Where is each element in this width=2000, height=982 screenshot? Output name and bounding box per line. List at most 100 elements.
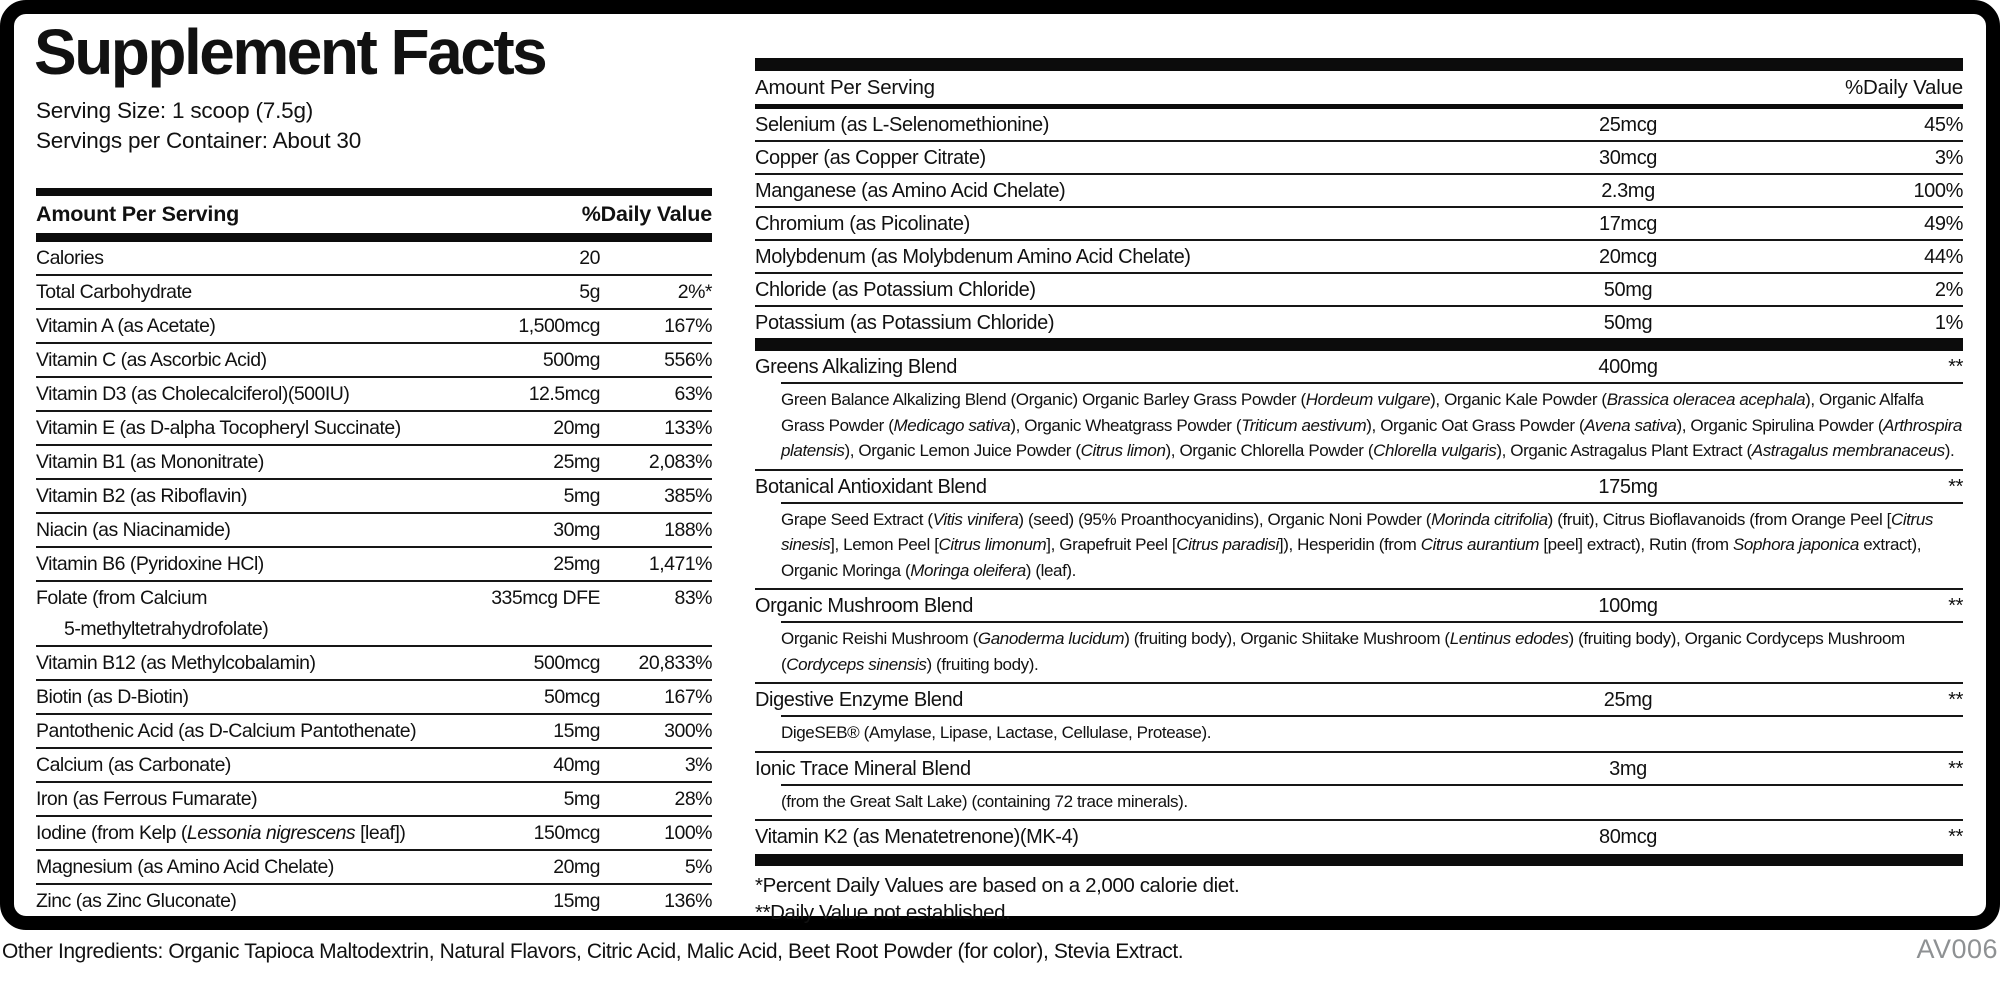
nutrient-amount: 50mg <box>1603 312 1653 334</box>
nutrient-row: Iodine (from Kelp (Lessonia nigrescens [… <box>36 817 713 851</box>
blend-dv: ** <box>1948 826 1963 848</box>
blend-name: Ionic Trace Mineral Blend <box>755 757 971 780</box>
nutrient-row: Potassium (as Potassium Chloride) 50mg 1% <box>755 307 1963 338</box>
blend-description: Green Balance Alkalizing Blend (Organic)… <box>781 390 1962 460</box>
blend-row: Digestive Enzyme Blend 25mg ** <box>755 684 1963 715</box>
nutrient-row: Magnesium (as Amino Acid Chelate) 20mg 5% <box>36 851 713 885</box>
footnote: *Percent Daily Values are based on a 2,0… <box>755 874 1240 897</box>
blend-amount: 400mg <box>1598 356 1658 378</box>
blend-row: Greens Alkalizing Blend 400mg ** <box>755 351 1963 382</box>
blend-name: Greens Alkalizing Blend <box>755 356 958 378</box>
nutrient-amount: 150mcg <box>533 822 601 844</box>
nutrient-amount: 17mcg <box>1598 213 1658 235</box>
nutrient-dv: 49% <box>1924 213 1963 235</box>
nutrient-name: Iron (as Ferrous Fumarate) <box>36 788 258 810</box>
daily-value-header: %Daily Value <box>581 202 712 226</box>
nutrient-row: Chloride (as Potassium Chloride) 50mg 2% <box>755 274 1963 307</box>
blend-amount: 25mg <box>1603 689 1653 711</box>
blend-section: Digestive Enzyme Blend 25mg ** DigeSEB® (Am… <box>755 682 1963 751</box>
footnote: **Daily Value not established. <box>755 901 1011 924</box>
nutrient-row: Selenium (as L-Selenomethionine) 25mcg 45% <box>755 109 1963 142</box>
divider-thick <box>36 188 712 196</box>
nutrient-row: Vitamin A (as Acetate) 1,500mcg 167% <box>36 310 713 344</box>
nutrient-row: Vitamin B2 (as Riboflavin) 5mg 385% <box>36 480 713 514</box>
blend-section: Greens Alkalizing Blend 400mg ** Green Bala… <box>755 351 1963 469</box>
nutrient-name: Chromium (as Picolinate) <box>755 213 970 235</box>
blend-dv: ** <box>1948 757 1963 780</box>
nutrient-row: Zinc (as Zinc Gluconate) 15mg 136% <box>36 885 713 917</box>
nutrient-amount: 2.3mg <box>1601 180 1655 202</box>
blend-amount: 3mg <box>1609 757 1647 780</box>
left-column: Supplement Facts Serving Size: 1 scoop (… <box>34 14 713 917</box>
blend-table: Greens Alkalizing Blend 400mg ** Green Bala… <box>755 351 1963 852</box>
left-table-header: Amount Per Serving %Daily Value <box>36 196 712 233</box>
nutrient-name: Calories <box>36 247 104 269</box>
nutrient-amount: 25mcg <box>1598 114 1658 136</box>
nutrient-amount: 25mg <box>553 451 600 473</box>
divider-thick <box>36 233 712 242</box>
nutrient-amount: 30mcg <box>1598 147 1658 169</box>
amount-per-serving-header: Amount Per Serving <box>755 75 935 99</box>
other-ingredients: Other Ingredients: Organic Tapioca Malto… <box>2 940 1184 963</box>
blend-description: (from the Great Salt Lake) (containing 7… <box>781 791 1188 811</box>
nutrient-dv: 2% <box>1934 279 1964 301</box>
nutrient-name: Pantothenic Acid (as D-Calcium Pantothen… <box>36 720 417 742</box>
blend-name: Vitamin K2 (as Menatetrenone)(MK-4) <box>755 826 1079 848</box>
nutrient-amount: 50mcg <box>543 686 601 708</box>
divider-thin <box>781 783 1963 786</box>
blend-amount: 175mg <box>1598 475 1658 498</box>
right-table-header: Amount Per Serving %Daily Value <box>755 71 1963 104</box>
nutrient-row: Manganese (as Amino Acid Chelate) 2.3mg 10… <box>755 175 1963 208</box>
blend-section: Ionic Trace Mineral Blend 3mg ** (from the … <box>755 750 1963 820</box>
nutrient-amount: 20mg <box>553 417 600 439</box>
nutrient-row: Folate (from Calcium 5-methyltetrahydrofo… <box>36 582 713 647</box>
nutrient-row: Calcium (as Carbonate) 40mg 3% <box>36 749 713 783</box>
blend-name: Organic Mushroom Blend <box>755 595 973 617</box>
nutrient-amount: 500mcg <box>533 652 601 674</box>
nutrient-amount: 5mg <box>563 485 601 507</box>
nutrient-dv: 28% <box>674 788 712 810</box>
nutrient-amount: 30mg <box>553 519 600 541</box>
nutrient-row: Iron (as Ferrous Fumarate) 5mg 28% <box>36 783 713 817</box>
page-title: Supplement Facts <box>34 16 548 88</box>
nutrient-row: Molybdenum (as Molybdenum Amino Acid Che… <box>755 241 1963 274</box>
nutrient-dv: 385% <box>664 485 712 507</box>
nutrient-row: Vitamin B1 (as Mononitrate) 25mg 2,083% <box>36 446 713 480</box>
nutrient-amount: 50mg <box>1603 279 1653 301</box>
nutrient-dv: 45% <box>1924 114 1963 136</box>
nutrient-dv: 83% <box>674 587 712 609</box>
nutrient-dv: 63% <box>674 383 712 405</box>
servings-per-container: Servings per Container: About 30 <box>36 128 362 153</box>
nutrient-dv: 167% <box>664 315 712 337</box>
blend-name: Digestive Enzyme Blend <box>755 689 963 711</box>
blend-description: Grape Seed Extract (Vitis vinifera) (see… <box>781 509 1933 580</box>
blend-dv: ** <box>1948 689 1963 711</box>
nutrient-dv: 167% <box>664 686 712 708</box>
divider-thick <box>755 854 1963 866</box>
blend-amount: 80mcg <box>1598 826 1658 848</box>
nutrient-amount: 335mcg DFE <box>491 587 600 609</box>
nutrient-name: Vitamin E (as D-alpha Tocopheryl Succina… <box>36 417 401 439</box>
nutrient-dv: 556% <box>664 349 712 371</box>
nutrient-name: Potassium (as Potassium Chloride) <box>755 312 1055 334</box>
blend-dv: ** <box>1948 475 1963 498</box>
nutrient-dv: 300% <box>664 720 712 742</box>
blend-section: Vitamin K2 (as Menatetrenone)(MK-4) 80mcg… <box>755 819 1963 852</box>
nutrient-name: Vitamin C (as Ascorbic Acid) <box>36 349 267 371</box>
serving-size: Serving Size: 1 scoop (7.5g) <box>36 98 314 123</box>
nutrient-dv: 2,083% <box>648 451 713 473</box>
nutrient-name: Vitamin D3 (as Cholecalciferol)(500IU) <box>36 383 350 405</box>
nutrient-row: Biotin (as D-Biotin) 50mcg 167% <box>36 681 713 715</box>
product-code: AV006 <box>1916 934 1998 964</box>
nutrient-name: Manganese (as Amino Acid Chelate) <box>755 180 1066 202</box>
nutrient-name: Vitamin B2 (as Riboflavin) <box>36 485 247 507</box>
nutrient-row: Pantothenic Acid (as D-Calcium Pantothen… <box>36 715 713 749</box>
nutrient-dv: 5% <box>684 856 713 878</box>
nutrient-dv: 44% <box>1924 246 1963 268</box>
nutrient-row: Vitamin D3 (as Cholecalciferol)(500IU) 12… <box>36 378 713 412</box>
nutrient-name: Vitamin B6 (Pyridoxine HCl) <box>36 553 264 575</box>
nutrient-amount: 5g <box>579 281 600 303</box>
nutrient-name: Iodine (from Kelp (Lessonia nigrescens [… <box>36 822 406 844</box>
divider-thin <box>781 715 1963 717</box>
nutrient-name-line2: 5-methyltetrahydrofolate) <box>64 618 269 640</box>
